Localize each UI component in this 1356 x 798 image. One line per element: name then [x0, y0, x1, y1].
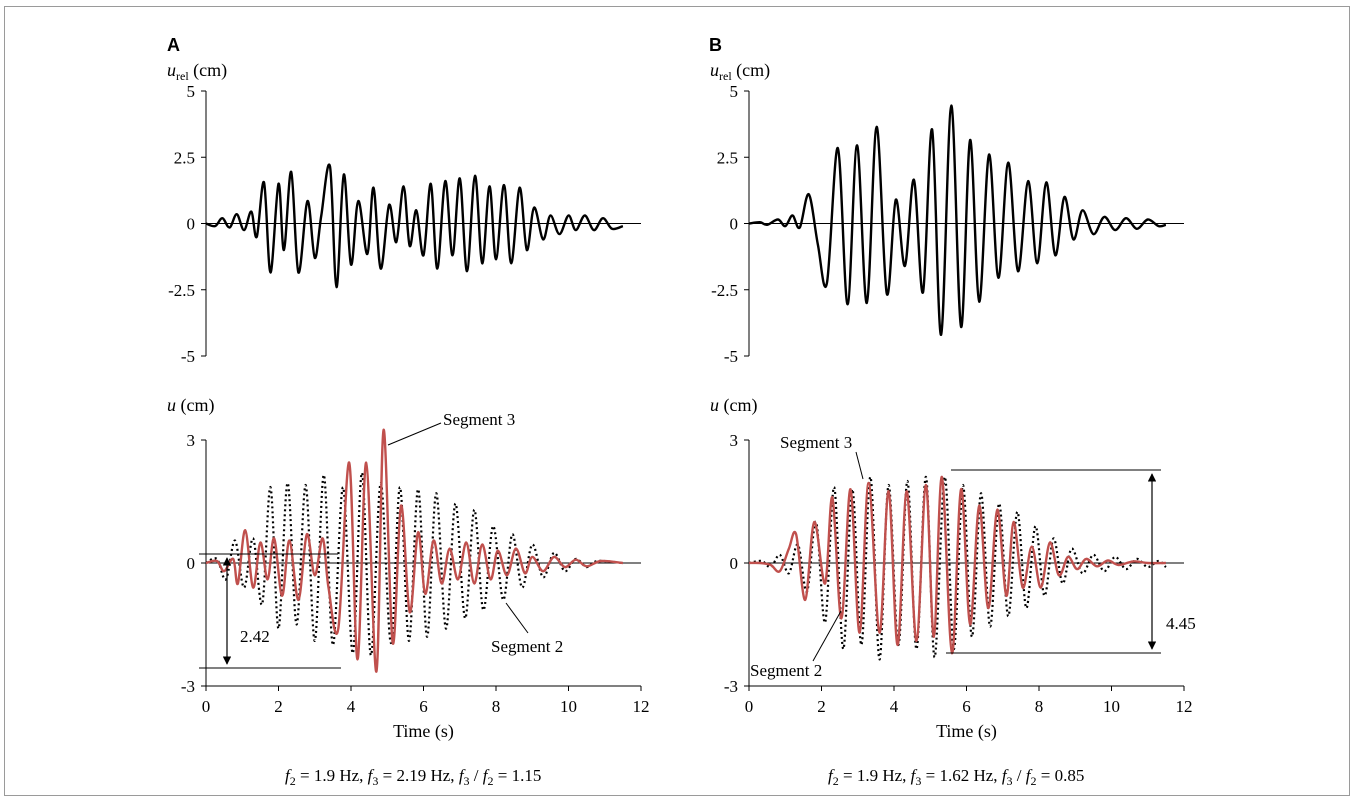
figure-svg: A B urel (cm) urel (cm) u (cm) u (cm) 5 2…: [167, 35, 1196, 788]
y-tick-label-b-bottom: 3: [730, 431, 739, 450]
ylabel-bottom-b: u (cm): [710, 395, 757, 416]
series-line-b-bottom-segment2: [748, 475, 1167, 661]
segment3-leader-a: [387, 422, 442, 446]
y-tick-label-a-bottom: 3: [187, 431, 196, 450]
figure-frame: A B urel (cm) urel (cm) u (cm) u (cm) 5 2…: [4, 6, 1350, 796]
x-tick-label-b-bottom: 0: [745, 697, 754, 716]
segment3-leader-b: [855, 451, 864, 480]
caption-b: f2 = 1.9 Hz, f3 = 1.62 Hz, f3 / f2 = 0.8…: [828, 766, 1084, 788]
y-tick-label-b-top: -2.5: [711, 281, 738, 300]
segment3-label-a: Segment 3: [443, 410, 515, 429]
segment2-leader-a: [505, 602, 529, 634]
y-tick-label-a-top: -5: [181, 347, 195, 366]
caption-a: f2 = 1.9 Hz, f3 = 2.19 Hz, f3 / f2 = 1.1…: [285, 766, 541, 788]
segment2-leader-b: [812, 610, 842, 662]
x-tick-label-b-bottom: 4: [890, 697, 899, 716]
x-tick-label-a-bottom: 8: [492, 697, 501, 716]
x-tick-label-b-bottom: 2: [817, 697, 826, 716]
y-tick-label-a-top: -2.5: [168, 281, 195, 300]
segment2-label-b: Segment 2: [750, 661, 822, 680]
ylabel-top-a: urel (cm): [167, 60, 227, 83]
panel-label-b: B: [709, 35, 722, 55]
segment3-label-b: Segment 3: [780, 433, 852, 452]
amplitude-label-b: 4.45: [1166, 614, 1196, 633]
panel-label-a: A: [167, 35, 180, 55]
y-tick-label-b-bottom: -3: [724, 677, 738, 696]
amplitude-label-a: 2.42: [240, 627, 270, 646]
x-axis-label-b-bottom: Time (s): [936, 721, 997, 742]
x-tick-label-a-bottom: 10: [560, 697, 577, 716]
ylabel-bottom-a: u (cm): [167, 395, 214, 416]
y-tick-label-a-bottom: -3: [181, 677, 195, 696]
x-tick-label-b-bottom: 12: [1176, 697, 1193, 716]
series-line-a-bottom-segment2: [205, 471, 623, 657]
series-line-a-top-main: [205, 163, 624, 289]
y-tick-label-b-top: 2.5: [717, 148, 738, 167]
x-tick-label-b-bottom: 6: [962, 697, 971, 716]
x-tick-label-b-bottom: 10: [1103, 697, 1120, 716]
x-tick-label-a-bottom: 2: [274, 697, 283, 716]
y-tick-label-b-bottom: 0: [730, 554, 739, 573]
y-tick-label-a-top: 5: [187, 82, 196, 101]
x-tick-label-b-bottom: 8: [1035, 697, 1044, 716]
y-tick-label-b-top: 0: [730, 215, 739, 234]
x-tick-label-a-bottom: 4: [347, 697, 356, 716]
y-tick-label-a-bottom: 0: [187, 554, 196, 573]
series-line-b-top-main: [748, 104, 1167, 337]
segment2-label-a: Segment 2: [491, 637, 563, 656]
plots-layer: 5 2.5 0 -2.5 -5 5 2.5 0 -2.5 -5 3 0 -3 0 2 4 6 8 10 12 Time …: [168, 82, 1192, 742]
x-axis-label-a-bottom: Time (s): [393, 721, 454, 742]
annotation-layer-a: Segment 3 Segment 2 2.42: [199, 410, 563, 669]
y-tick-label-a-top: 0: [187, 215, 196, 234]
annotation-layer-b: Segment 3 Segment 2 4.45: [750, 433, 1196, 680]
y-tick-label-b-top: -5: [724, 347, 738, 366]
x-tick-label-a-bottom: 12: [633, 697, 650, 716]
y-tick-label-b-top: 5: [730, 82, 739, 101]
x-tick-label-a-bottom: 6: [419, 697, 428, 716]
series-line-b-bottom-main: [748, 475, 1166, 655]
ylabel-top-b: urel (cm): [710, 60, 770, 83]
y-tick-label-a-top: 2.5: [174, 148, 195, 167]
series-line-a-bottom-main: [205, 428, 624, 673]
x-tick-label-a-bottom: 0: [202, 697, 211, 716]
